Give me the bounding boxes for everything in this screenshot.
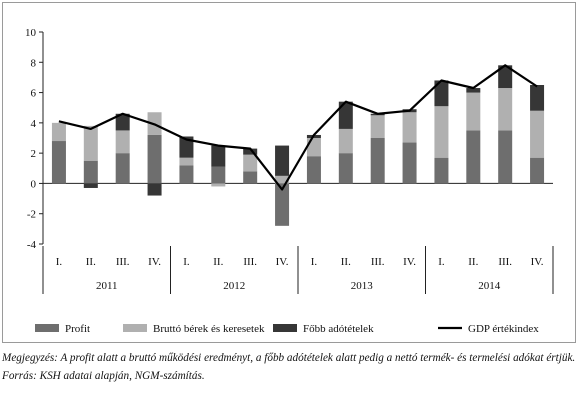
bar-segment: [179, 136, 194, 158]
year-label: 2011: [96, 280, 118, 292]
bar-segment: [402, 112, 417, 143]
year-label: 2014: [478, 280, 501, 292]
bar-segment: [338, 128, 353, 154]
bar-segment: [211, 166, 226, 184]
bar-segment: [211, 183, 226, 187]
bar-segment: [211, 145, 226, 167]
y-tick-label: -4: [27, 239, 37, 251]
category-label: II.: [213, 256, 223, 268]
category-label: III.: [371, 256, 385, 268]
bar-segment: [466, 92, 481, 131]
category-label: III.: [498, 256, 512, 268]
category-label: III.: [116, 256, 130, 268]
bar-segment: [115, 130, 130, 154]
bar-segment: [402, 142, 417, 184]
bar-segment: [147, 183, 162, 196]
bar-segment: [338, 153, 353, 184]
bar-segment: [466, 88, 481, 93]
bar-segment: [370, 138, 385, 184]
legend-swatch: [123, 324, 147, 332]
bar-segment: [51, 122, 66, 142]
legend-label: Főbb adótételek: [303, 323, 374, 335]
category-label: II.: [86, 256, 96, 268]
bar-segment: [275, 183, 290, 226]
bar-segment: [466, 130, 481, 184]
year-label: 2013: [351, 280, 374, 292]
y-tick-label: 2: [31, 148, 37, 160]
category-label: IV.: [403, 256, 416, 268]
bar-segment: [275, 175, 290, 184]
y-tick-label: 10: [25, 27, 37, 39]
y-tick-label: 4: [31, 118, 37, 130]
bar-segment: [498, 88, 513, 131]
bar-segment: [498, 65, 513, 89]
bar-segment: [434, 157, 449, 184]
chart-frame: 10 8 6 4 2 0 -2 -4 I. II. III. IV. I. II. III. IV. I. II.…: [2, 2, 576, 343]
bar-segment: [306, 156, 321, 184]
legend-label: Bruttó bérek és keresetek: [153, 323, 265, 335]
bar-segment: [530, 157, 545, 184]
legend-label: GDP értékindex: [468, 323, 539, 335]
bar-segment: [115, 153, 130, 184]
bar-segment: [498, 130, 513, 184]
category-label: I.: [438, 256, 445, 268]
bar-segment: [243, 171, 258, 184]
bar-segment: [83, 125, 98, 161]
bar-segment: [51, 141, 66, 184]
y-tick-label: -2: [27, 209, 36, 221]
y-tick-label: 6: [31, 88, 37, 100]
bar-segment: [306, 138, 321, 157]
year-label: 2012: [223, 280, 245, 292]
category-label: IV.: [276, 256, 289, 268]
legend-swatch: [35, 324, 59, 332]
category-label: IV.: [531, 256, 544, 268]
bar-segment: [338, 101, 353, 129]
bar-segment: [434, 106, 449, 158]
category-label: III.: [243, 256, 257, 268]
bar-segment: [243, 154, 258, 172]
legend-swatch: [273, 324, 297, 332]
bar-segment: [115, 113, 130, 131]
bar-segment: [147, 134, 162, 184]
bar-segment: [243, 148, 258, 155]
chart-svg: 10 8 6 4 2 0 -2 -4 I. II. III. IV. I. II. III. IV. I. II.…: [25, 27, 554, 335]
bar-segment: [83, 160, 98, 184]
category-label: II.: [468, 256, 478, 268]
y-tick-label: 0: [31, 178, 37, 190]
bar-segment: [275, 145, 290, 176]
bar-segment: [370, 115, 385, 138]
bar-segment: [530, 85, 545, 111]
category-label: I.: [311, 256, 318, 268]
category-label: II.: [341, 256, 351, 268]
bar-segment: [179, 165, 194, 184]
bar-segment: [179, 157, 194, 166]
legend-label: Profit: [65, 323, 90, 335]
category-label: I.: [56, 256, 63, 268]
bar-segment: [83, 183, 98, 188]
chart-note: Megjegyzés: A profit alatt a bruttó műkö…: [2, 352, 576, 382]
y-tick-label: 8: [31, 57, 37, 69]
gdp-line: [58, 64, 538, 191]
category-label: IV.: [148, 256, 161, 268]
bar-segment: [434, 80, 449, 107]
bar-segment: [530, 110, 545, 158]
category-label: I.: [183, 256, 190, 268]
